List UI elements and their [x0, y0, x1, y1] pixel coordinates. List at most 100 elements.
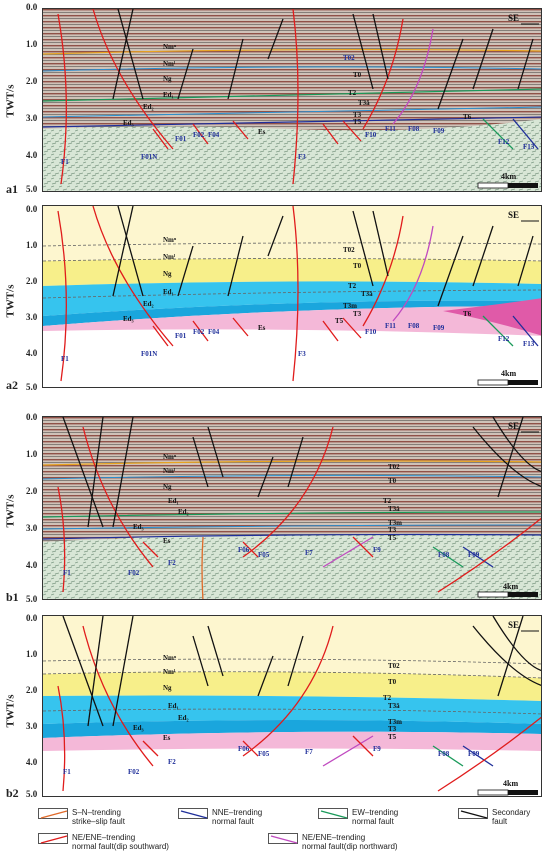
svg-text:F02: F02 [128, 569, 140, 577]
legend-swatch [38, 833, 68, 844]
svg-text:F1: F1 [63, 569, 71, 577]
svg-text:F12: F12 [498, 138, 510, 146]
svg-text:4km: 4km [501, 369, 516, 378]
svg-text:T3ā: T3ā [358, 99, 370, 107]
svg-text:Ng: Ng [163, 684, 172, 692]
svg-text:Es: Es [258, 324, 266, 332]
svg-text:Ed₂: Ed₂ [178, 508, 189, 516]
svg-text:F13: F13 [523, 340, 535, 348]
legend-item-ne-north: NE/ENE–trending normal fault(dip northwar… [268, 833, 398, 851]
svg-text:Es: Es [163, 537, 171, 545]
svg-text:T0: T0 [388, 678, 397, 686]
svg-text:T2: T2 [348, 89, 357, 97]
svg-text:SE: SE [508, 421, 519, 431]
y-tick: 5.0 [26, 184, 38, 194]
y-tick: 1.0 [26, 649, 38, 659]
y-tick: 5.0 [26, 594, 38, 604]
svg-text:F2: F2 [168, 559, 176, 567]
svg-text:Nmᵘ: Nmᵘ [163, 236, 177, 244]
svg-text:F08: F08 [408, 125, 420, 133]
svg-text:T2: T2 [383, 497, 392, 505]
svg-text:Nmˡ: Nmˡ [163, 467, 176, 475]
svg-text:Ed₁: Ed₁ [168, 497, 179, 505]
svg-text:F01: F01 [175, 332, 187, 340]
svg-text:F09: F09 [468, 551, 480, 559]
seismic-section-a1: Nmᵘ Nmˡ Ng Ed₁ Ed₂ Ed₃ Es T02 T0 T2 T3ā … [43, 9, 541, 191]
svg-text:Es: Es [258, 128, 266, 136]
y-tick: 3.0 [26, 523, 38, 533]
y-tick: 1.0 [26, 39, 38, 49]
y-tick: 5.0 [26, 789, 38, 799]
svg-text:F12: F12 [498, 335, 510, 343]
y-axis-label: TWT/s [4, 694, 17, 728]
svg-text:F13: F13 [523, 143, 535, 151]
svg-text:T6: T6 [463, 310, 472, 318]
svg-text:T3m: T3m [388, 718, 402, 726]
svg-text:Nmᵘ: Nmᵘ [163, 453, 177, 461]
svg-text:Ed₂: Ed₂ [143, 103, 154, 111]
y-tick: 3.0 [26, 721, 38, 731]
svg-text:SE: SE [508, 210, 519, 220]
y-tick: 3.0 [26, 312, 38, 322]
svg-text:F3: F3 [298, 153, 306, 161]
svg-text:F09: F09 [433, 324, 445, 332]
svg-text:F08: F08 [408, 322, 420, 330]
panel-b1-seismic: Nmᵘ Nmˡ Ng Ed₁ Ed₂ Ed₃ Es T02 T0 T2 T3ā … [42, 416, 542, 600]
svg-text:Ed₃: Ed₃ [123, 315, 134, 323]
svg-text:T3: T3 [353, 310, 362, 318]
svg-text:F10: F10 [365, 131, 377, 139]
y-tick: 0.0 [26, 204, 38, 214]
svg-text:T5: T5 [388, 733, 397, 741]
panel-b2-interpretation: Nmᵘ Nmˡ Ng Ed₁ Ed₂ Ed₃ Es T02 T0 T2 T3ā … [42, 615, 542, 797]
panel-a2-interpretation: Nmᵘ Nmˡ Ng Ed₁ Ed₂ Ed₃ Es T02 T0 T2 T3ā … [42, 205, 542, 388]
svg-text:F01N: F01N [141, 153, 157, 161]
y-axis-label: TWT/s [4, 84, 17, 118]
svg-text:F01N: F01N [141, 350, 157, 358]
interpretation-section-a2: Nmᵘ Nmˡ Ng Ed₁ Ed₂ Ed₃ Es T02 T0 T2 T3ā … [43, 206, 541, 387]
svg-text:F09: F09 [468, 750, 480, 758]
svg-text:T5: T5 [388, 534, 397, 542]
svg-text:F10: F10 [365, 328, 377, 336]
legend-item-ne-south: NE/ENE–trending normal fault(dip southwar… [38, 833, 169, 851]
svg-text:T3ā: T3ā [388, 702, 400, 710]
svg-text:F04: F04 [208, 328, 220, 336]
y-tick: 4.0 [26, 757, 38, 767]
panel-a1-seismic: Nmᵘ Nmˡ Ng Ed₁ Ed₂ Ed₃ Es T02 T0 T2 T3ā … [42, 8, 542, 192]
svg-text:F9: F9 [373, 546, 381, 554]
svg-text:T3: T3 [353, 111, 362, 119]
svg-text:T3ā: T3ā [361, 290, 373, 298]
svg-text:F02: F02 [128, 768, 140, 776]
svg-text:Ed₂: Ed₂ [178, 714, 189, 722]
svg-text:Ed₁: Ed₁ [163, 288, 174, 296]
y-tick: 0.0 [26, 412, 38, 422]
svg-text:F06: F06 [238, 745, 250, 753]
y-tick: 2.0 [26, 486, 38, 496]
svg-text:T5: T5 [353, 118, 362, 126]
legend-swatch [318, 808, 348, 819]
legend-swatch [268, 833, 298, 844]
interpretation-section-b2: Nmᵘ Nmˡ Ng Ed₁ Ed₂ Ed₃ Es T02 T0 T2 T3ā … [43, 616, 541, 796]
svg-text:F04: F04 [208, 131, 220, 139]
panel-id-b1: b1 [6, 590, 19, 604]
legend-item-nne-normal: NNE–trending normal fault [178, 808, 262, 826]
svg-text:F11: F11 [385, 322, 396, 330]
y-tick: 4.0 [26, 348, 38, 358]
svg-text:4km: 4km [503, 582, 518, 591]
fault-legend: S–N–trending strike–slip fault NNE–trendi… [8, 805, 545, 857]
svg-text:F1: F1 [61, 355, 69, 363]
svg-text:F01: F01 [175, 135, 187, 143]
svg-text:F7: F7 [305, 748, 313, 756]
svg-text:F1: F1 [63, 768, 71, 776]
svg-text:Es: Es [163, 734, 171, 742]
svg-text:T2: T2 [383, 694, 392, 702]
svg-text:T3m: T3m [343, 302, 357, 310]
svg-text:F7: F7 [305, 549, 313, 557]
svg-text:T3m: T3m [388, 519, 402, 527]
svg-text:F05: F05 [258, 750, 270, 758]
svg-text:F02: F02 [193, 131, 205, 139]
svg-text:T6: T6 [463, 113, 472, 121]
legend-item-ew-normal: EW–trending normal fault [318, 808, 398, 826]
svg-text:T0: T0 [388, 477, 397, 485]
y-axis-label: TWT/s [4, 494, 17, 528]
svg-text:Ng: Ng [163, 483, 172, 491]
